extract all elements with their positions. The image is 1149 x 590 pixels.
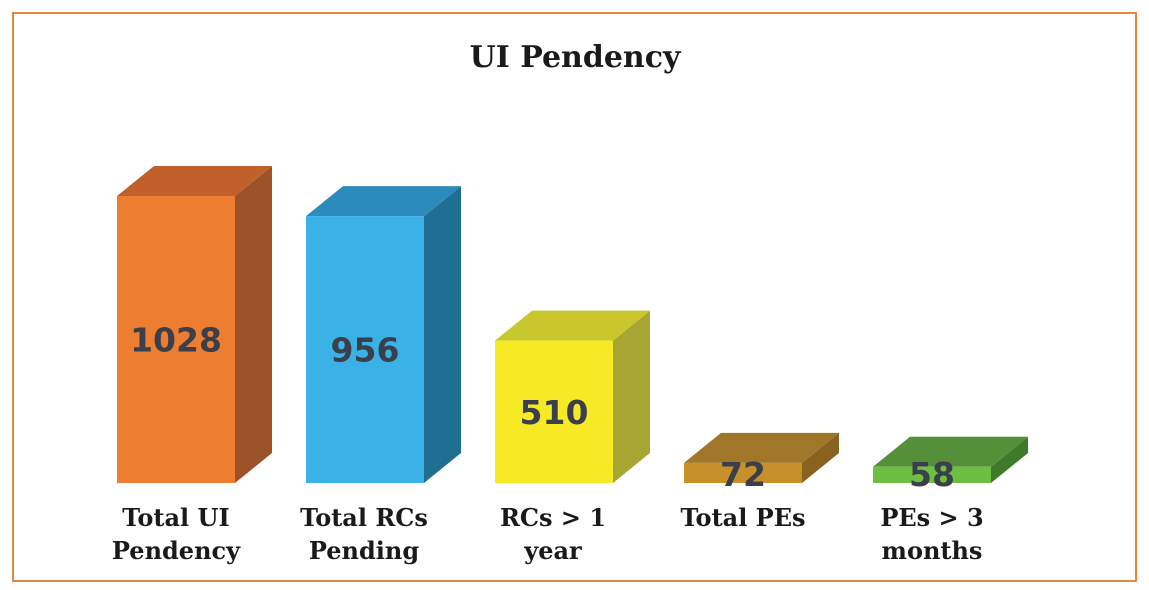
bar-top-face <box>684 432 839 463</box>
bar-2 <box>495 310 650 483</box>
bar-front-face <box>306 216 424 483</box>
bar-value-label: 72 <box>720 455 766 494</box>
category-label: months <box>882 536 983 565</box>
bar-front-face <box>117 196 235 483</box>
bar-0 <box>117 166 272 483</box>
bar-side-face <box>424 186 461 483</box>
bar-top-face <box>306 186 461 217</box>
bar-side-face <box>613 310 650 483</box>
bar-value-label: 510 <box>520 393 589 432</box>
category-label: Pending <box>309 536 419 565</box>
bar-4 <box>873 436 1028 483</box>
bar-top-face <box>117 166 272 196</box>
value-labels-group: 1028 956 510 72 58 <box>130 321 955 495</box>
bar-top-face <box>873 436 1028 467</box>
bar-side-face <box>235 166 272 483</box>
bar-top-face <box>495 310 650 341</box>
bar-3 <box>684 432 839 483</box>
category-label: PEs > 3 <box>880 503 983 532</box>
category-label: year <box>523 536 582 565</box>
category-label: Total UI <box>122 503 229 532</box>
category-label: Pendency <box>112 536 241 565</box>
bar-side-face <box>802 432 839 483</box>
category-label: Total PEs <box>680 503 805 532</box>
bar-value-label: 1028 <box>130 321 222 360</box>
category-label: Total RCs <box>300 503 428 532</box>
category-label: RCs > 1 <box>500 503 606 532</box>
bar-side-face <box>991 436 1028 483</box>
bar-front-face <box>873 466 991 483</box>
bar-front-face <box>684 462 802 483</box>
bar-1 <box>306 186 461 483</box>
chart-title: UI Pendency <box>470 40 682 75</box>
bar-value-label: 58 <box>909 455 955 494</box>
bars-group <box>117 166 1028 483</box>
bar-value-label: 956 <box>331 331 400 370</box>
bar-front-face <box>495 340 613 483</box>
category-labels-group: Total UI Pendency Total RCs Pending RCs > 1 y… <box>112 503 984 565</box>
